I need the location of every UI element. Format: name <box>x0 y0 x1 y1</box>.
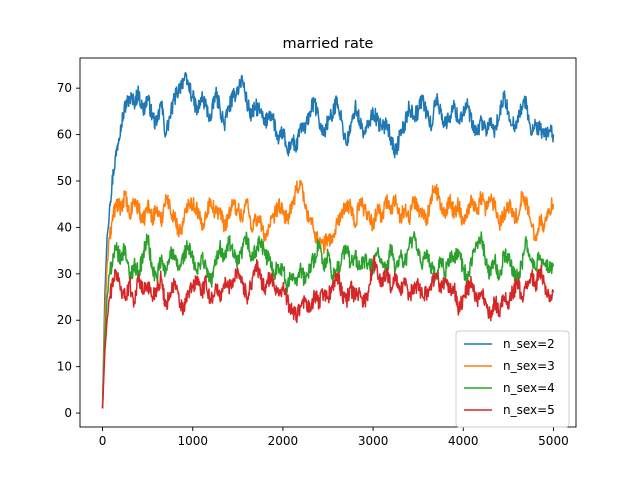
plot-area <box>101 71 555 409</box>
x-tick-label: 2000 <box>268 434 299 448</box>
series-line-n_sex=3 <box>101 179 555 409</box>
y-tick-label: 60 <box>57 128 72 142</box>
axes: 0 1000 2000 3000 4000 5000 0 10 20 30 40 50 60 70 <box>57 57 577 448</box>
plot-frame <box>79 57 577 428</box>
series-line-n_sex=5 <box>101 254 555 409</box>
y-tick-label: 30 <box>57 267 72 281</box>
series-line-n_sex=4 <box>101 231 555 409</box>
legend-label: n_sex=4 <box>503 381 555 395</box>
y-tick-label: 40 <box>57 220 72 234</box>
y-tick-label: 20 <box>57 313 72 327</box>
y-tick-label: 0 <box>64 406 72 420</box>
legend-box <box>455 330 570 428</box>
y-tick-label: 10 <box>57 360 72 374</box>
legend-label: n_sex=2 <box>503 337 555 351</box>
legend-label: n_sex=5 <box>503 403 555 417</box>
legend: n_sex=2 n_sex=3 n_sex=4 n_sex=5 <box>455 330 570 428</box>
x-tick-label: 3000 <box>358 434 389 448</box>
series-line-n_sex=2 <box>101 71 555 409</box>
x-tick-label: 1000 <box>177 434 208 448</box>
chart-title: married rate <box>283 36 374 52</box>
y-tick-label: 50 <box>57 174 72 188</box>
x-tick-label: 4000 <box>448 434 479 448</box>
legend-label: n_sex=3 <box>503 359 555 373</box>
y-tick-label: 70 <box>57 81 72 95</box>
x-tick-label: 5000 <box>538 434 569 448</box>
x-tick-label: 0 <box>99 434 107 448</box>
